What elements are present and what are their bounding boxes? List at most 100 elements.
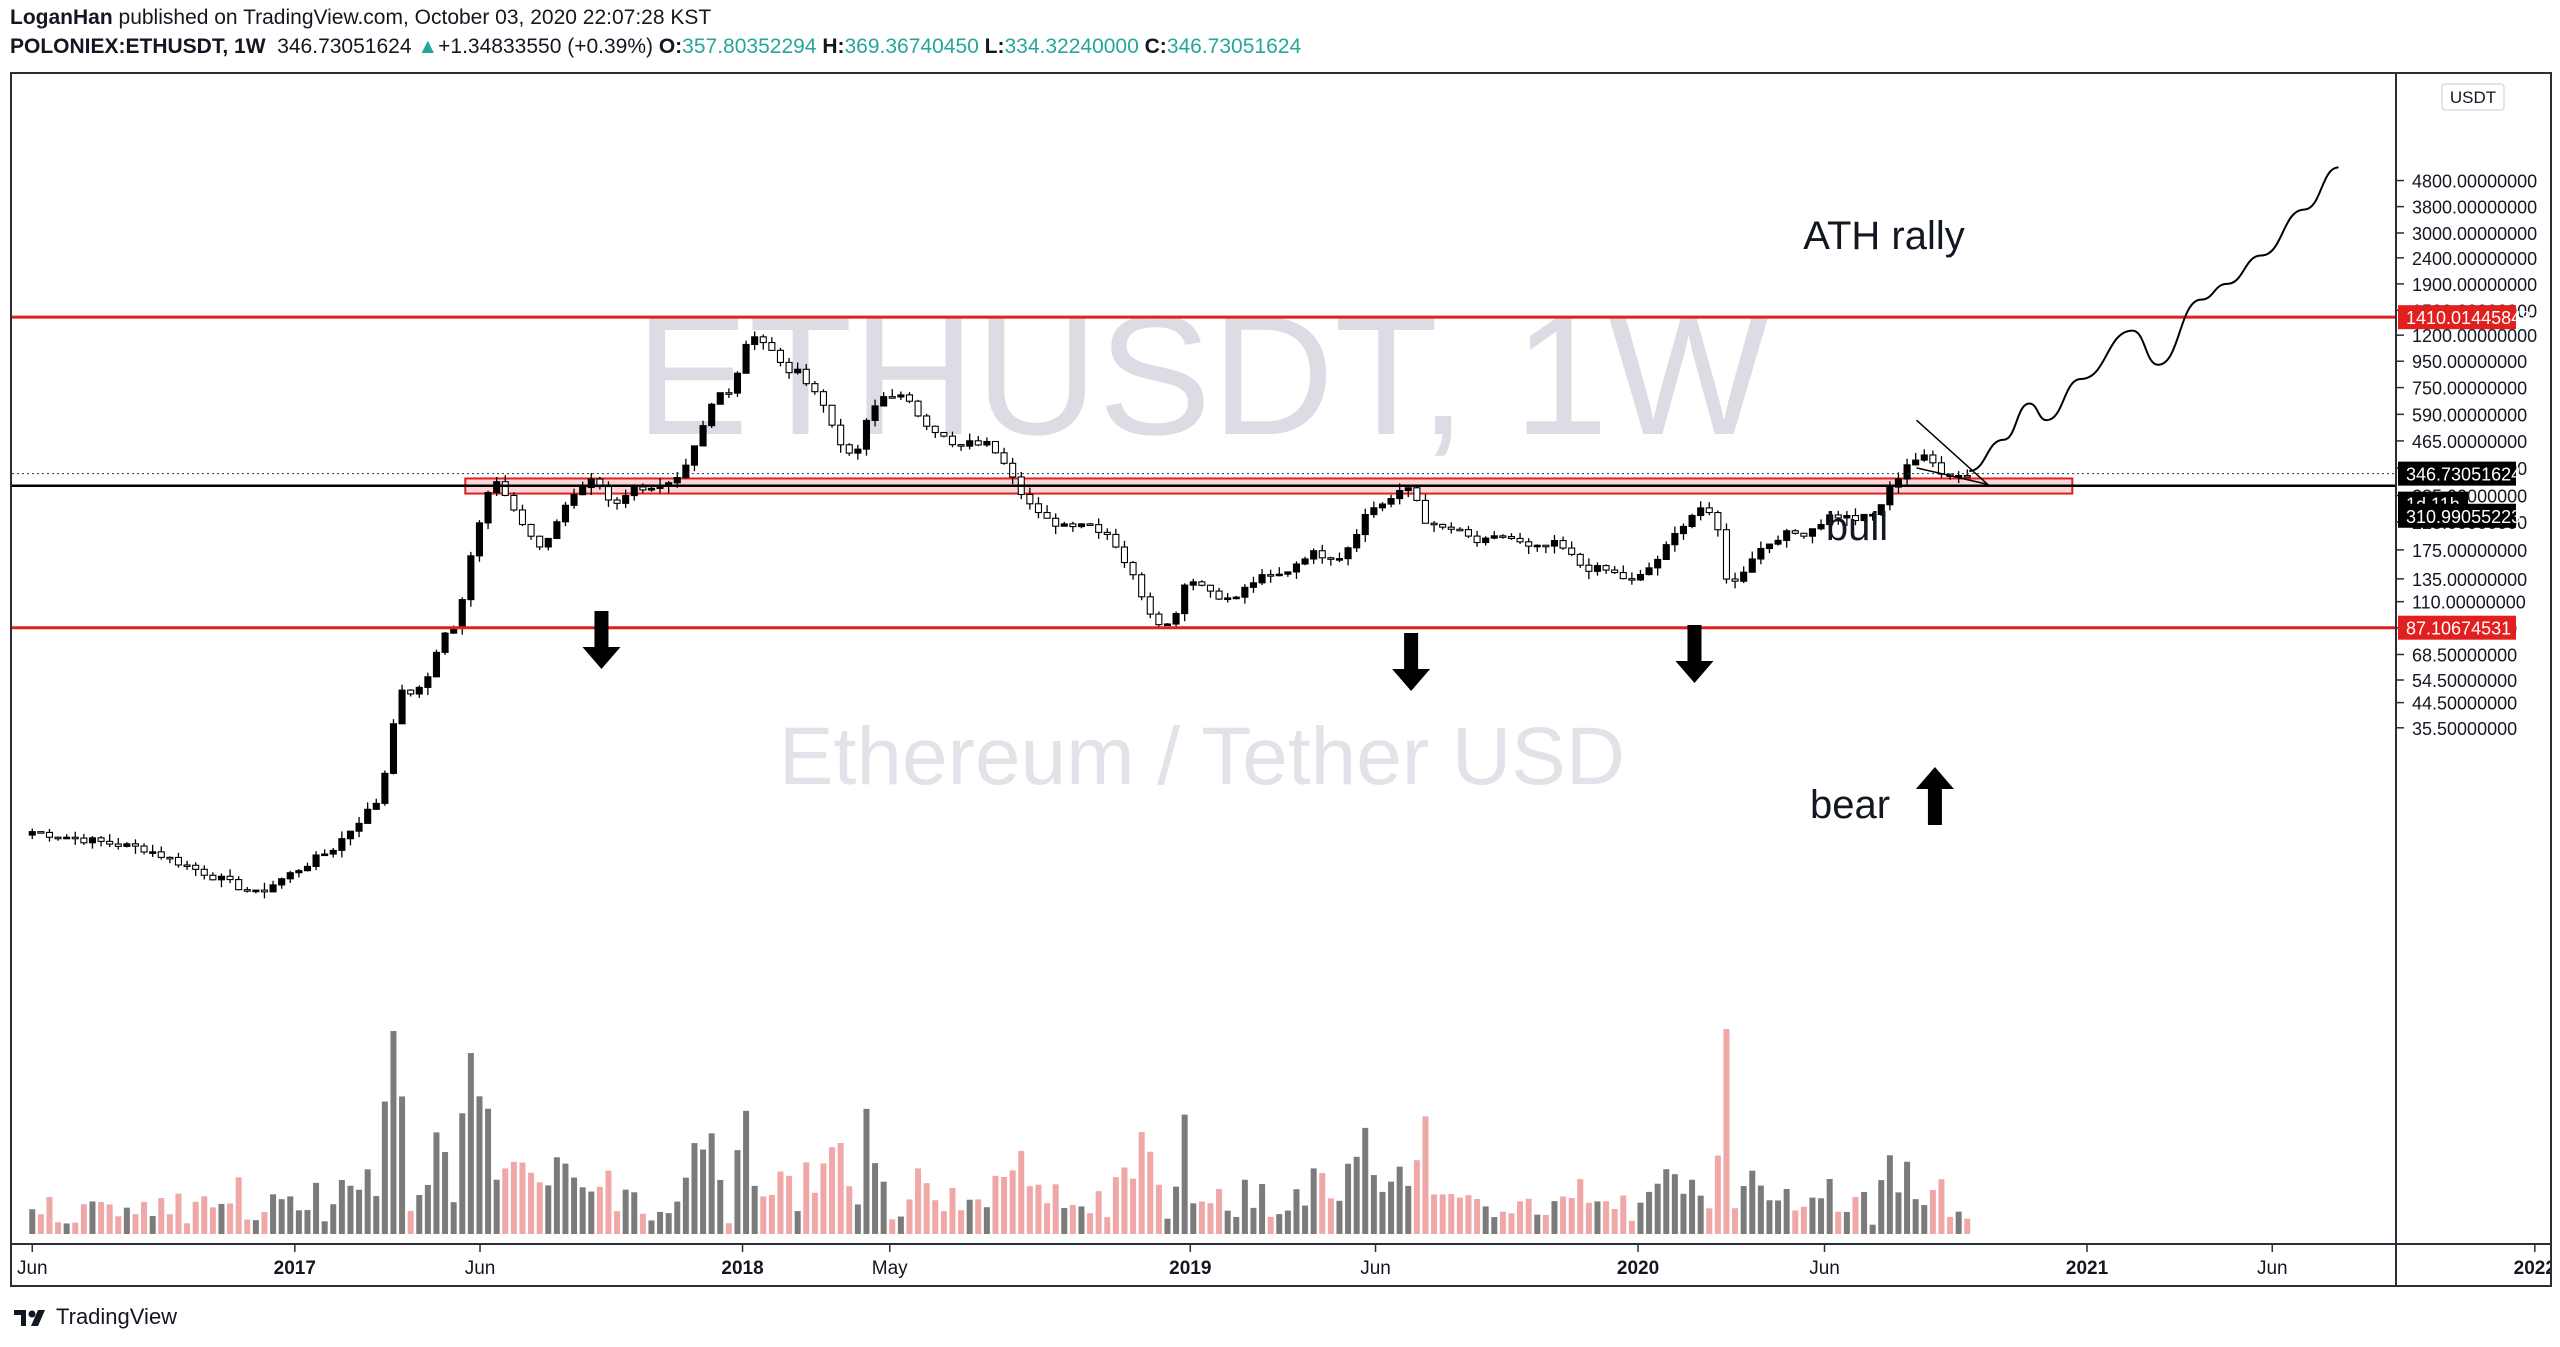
volume-bar-57 (519, 1162, 526, 1234)
volume-bar-189 (1654, 1183, 1661, 1234)
candle-body-91 (811, 383, 819, 393)
watermark-symbol: ETHUSDT, 1W (635, 281, 1768, 471)
volume-bar-167 (1465, 1195, 1472, 1234)
volume-bar-103 (915, 1168, 922, 1234)
candle-body-198 (1731, 578, 1739, 582)
candle-body-71 (639, 486, 647, 491)
volume-bar-201 (1757, 1185, 1764, 1234)
volume-bar-120 (1061, 1207, 1068, 1234)
candle-body-34 (321, 853, 329, 857)
time-axis[interactable]: Jun 2017 Jun 2018 May 2019 Jun 2020 Jun 2021 Jun 20… (17, 1244, 2550, 1279)
candle-body-75 (673, 477, 681, 484)
volume-bar-15 (158, 1198, 165, 1234)
candle-body-199 (1740, 571, 1748, 582)
volume-bar-112 (992, 1175, 999, 1234)
candle-body-123 (1086, 523, 1094, 526)
candle-body-80 (716, 392, 724, 405)
candle-body-168 (1473, 535, 1481, 544)
volume-bar-223 (1947, 1216, 1954, 1234)
candle-body-83 (742, 343, 750, 374)
time-tick-label-1: 2017 (274, 1258, 316, 1279)
volume-bar-158 (1388, 1181, 1395, 1234)
volume-bar-184 (1611, 1208, 1618, 1234)
candle-body-92 (819, 391, 828, 406)
candle-body-210 (1834, 514, 1842, 519)
volume-bar-183 (1603, 1201, 1610, 1234)
chart-frame[interactable]: ETHUSDT, 1W Ethereum / Tether USD 4800.0… (10, 72, 2552, 1287)
volume-bar-102 (906, 1199, 913, 1234)
volume-bar-152 (1336, 1200, 1343, 1234)
volume-bar-222 (1938, 1179, 1945, 1234)
chart-canvas[interactable]: ETHUSDT, 1W Ethereum / Tether USD 4800.0… (12, 74, 2550, 1285)
time-tick-label-3: 2018 (721, 1258, 763, 1279)
volume-bar-6 (80, 1204, 87, 1234)
candle-body-62 (561, 504, 570, 523)
volume-bar-98 (872, 1163, 879, 1234)
time-tick-label-7: 2020 (1617, 1258, 1659, 1279)
candle-body-166 (1456, 528, 1464, 532)
candle-body-107 (948, 435, 957, 446)
volume-bar-38 (356, 1189, 363, 1234)
candle-body-103 (914, 400, 922, 417)
candle-body-138 (1215, 590, 1223, 600)
volume-bar-205 (1792, 1210, 1799, 1234)
candle-body-85 (759, 336, 767, 344)
currency-badge[interactable] (2441, 83, 2505, 111)
volume-bars (29, 1029, 1971, 1234)
volume-bar-203 (1775, 1200, 1782, 1234)
author-name[interactable]: LoganHan (10, 6, 113, 29)
volume-bar-90 (803, 1162, 810, 1234)
volume-bar-146 (1284, 1210, 1291, 1234)
volume-bar-145 (1276, 1214, 1283, 1234)
volume-bar-66 (596, 1186, 603, 1234)
candle-body-170 (1490, 535, 1498, 539)
volume-bar-135 (1190, 1203, 1197, 1234)
open-value: 357.80352294 (682, 35, 817, 58)
badge-ath-text: 1410.01445848 (2406, 308, 2531, 328)
candle-body-126 (1112, 533, 1120, 548)
candle-body-142 (1249, 582, 1258, 588)
candle-body-18 (183, 864, 191, 868)
volume-bar-176 (1542, 1214, 1549, 1234)
volume-bar-69 (622, 1189, 629, 1234)
candle-body-65 (587, 478, 595, 489)
candle-body-47 (432, 651, 441, 678)
volume-bar-168 (1474, 1198, 1481, 1234)
candle-body-157 (1378, 503, 1387, 509)
footer-brand[interactable]: TradingView (12, 1304, 177, 1330)
candle-body-109 (966, 440, 974, 447)
volume-bar-206 (1800, 1206, 1807, 1234)
volume-bar-32 (304, 1210, 311, 1234)
volume-bar-210 (1835, 1211, 1842, 1234)
candle-body-196 (1714, 511, 1722, 531)
volume-bar-217 (1895, 1192, 1902, 1234)
badge-current-price-bg (2398, 461, 2516, 486)
volume-bar-214 (1869, 1224, 1876, 1234)
time-tick-label-8: Jun (1809, 1258, 1840, 1279)
volume-bar-20 (201, 1196, 208, 1234)
candle-body-69 (622, 495, 630, 504)
down-arrow-icon-1 (582, 611, 621, 669)
volume-bar-79 (708, 1133, 715, 1234)
volume-bar-107 (949, 1187, 956, 1234)
candle-body-220 (1920, 454, 1928, 461)
volume-bar-137 (1207, 1203, 1214, 1234)
volume-bar-74 (665, 1213, 672, 1234)
volume-bar-221 (1929, 1189, 1936, 1234)
candle-body-169 (1482, 537, 1490, 544)
volume-bar-113 (1001, 1177, 1008, 1234)
volume-bar-22 (218, 1203, 225, 1234)
volume-bar-87 (777, 1171, 784, 1234)
candle-body-45 (415, 686, 423, 695)
time-tick-label-5: 2019 (1169, 1258, 1211, 1279)
candle-body-173 (1516, 537, 1524, 543)
candle-body-152 (1335, 558, 1344, 561)
price-axis[interactable]: 4800.00000000 3800.00000000 3000.00000000 2… (2396, 172, 2537, 739)
candle-body-206 (1800, 532, 1808, 537)
badge-zone-text: 310.99055223 (2406, 507, 2521, 527)
candle-body-4 (63, 836, 71, 840)
watermark-description: Ethereum / Tether USD (779, 711, 1625, 802)
candle-body-130 (1146, 596, 1154, 615)
volume-bar-165 (1448, 1194, 1455, 1234)
volume-bar-10 (115, 1216, 122, 1234)
